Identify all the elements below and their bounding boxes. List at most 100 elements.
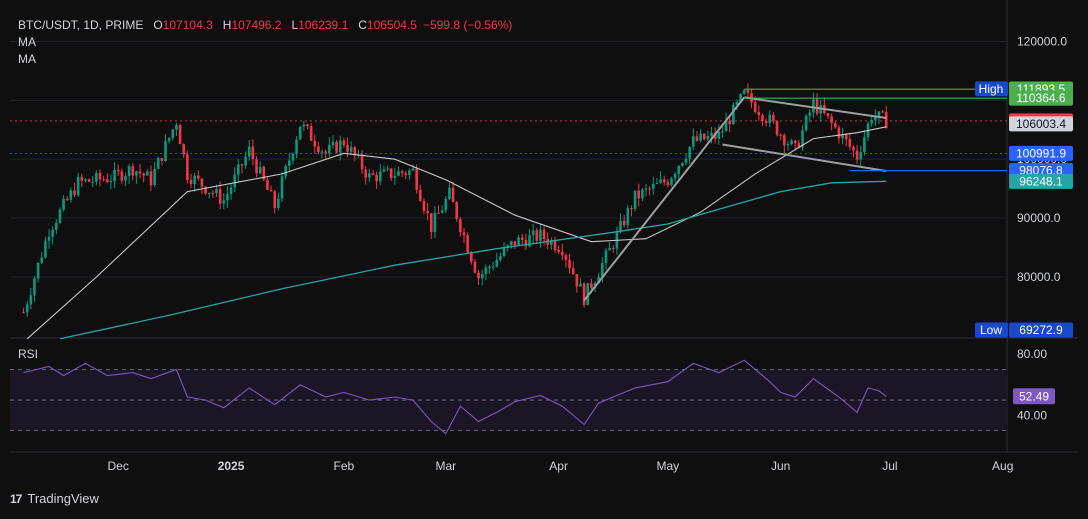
candle-body <box>830 116 833 124</box>
candle-body <box>455 202 459 220</box>
candle-body <box>728 120 732 125</box>
candle-body <box>109 180 113 183</box>
y-tick-label: 120000.0 <box>1017 34 1067 48</box>
candle-body <box>313 140 317 147</box>
candle-body <box>531 230 535 236</box>
close-label: C <box>358 18 367 32</box>
candle-body <box>604 250 608 263</box>
candle-body <box>105 179 109 183</box>
candle-body <box>295 139 298 154</box>
candle-body <box>695 136 699 141</box>
candle-body <box>426 210 429 214</box>
candle-body <box>480 274 484 279</box>
candle-body <box>156 157 160 169</box>
candle-body <box>51 229 54 237</box>
high-label: H <box>222 18 232 32</box>
candle-body <box>488 266 491 268</box>
candle-body <box>651 183 655 189</box>
candle-body <box>135 171 138 176</box>
rsi-tick-label: 80.00 <box>1017 347 1047 361</box>
candle-body <box>84 179 87 181</box>
candle-body <box>87 179 91 182</box>
tradingview-brand[interactable]: 17 TradingView <box>10 491 99 506</box>
candle-body <box>58 209 62 223</box>
candle-body <box>171 129 175 138</box>
candle-body <box>273 191 277 209</box>
candle-body <box>408 170 411 175</box>
candle-body <box>721 131 724 133</box>
candle-body <box>626 208 630 226</box>
tradingview-brand-text: TradingView <box>27 491 99 506</box>
candle-body <box>76 176 80 196</box>
rsi-line <box>23 359 887 435</box>
candle-body <box>146 171 149 176</box>
candle-body <box>790 140 793 145</box>
candle-body <box>673 173 677 179</box>
candle-body <box>517 237 520 245</box>
rsi-value-tag: 52.49 <box>1019 389 1049 403</box>
candle-body <box>324 151 327 154</box>
candle-body <box>717 131 721 139</box>
candle-body <box>349 147 353 152</box>
candle-body <box>662 179 666 183</box>
candle-body <box>797 143 801 148</box>
price-tag-bg <box>1009 322 1073 338</box>
x-tick-label: Feb <box>334 459 355 473</box>
candle-body <box>338 140 342 153</box>
candle-body <box>389 168 393 178</box>
candle-body <box>688 146 691 159</box>
candle-body <box>182 144 186 155</box>
candle-body <box>768 114 772 123</box>
candle-body <box>211 192 215 194</box>
chart-legend: BTC/USDT, 1D, PRIME O107104.3 H107496.2 … <box>18 17 512 68</box>
candle-body <box>153 168 156 186</box>
candle-body <box>575 274 579 287</box>
candle-body <box>120 171 124 181</box>
ma-indicator-label-2[interactable]: MA <box>18 52 36 66</box>
candle-body <box>397 171 400 176</box>
candle-body <box>528 235 531 247</box>
candle-body <box>196 175 200 179</box>
candle-body <box>564 255 568 260</box>
candle-body <box>317 146 320 153</box>
candle-body <box>775 121 779 136</box>
candle-body <box>692 136 695 147</box>
candle-body <box>764 120 768 123</box>
candle-body <box>40 257 44 263</box>
rsi-label[interactable]: RSI <box>18 347 39 361</box>
ma-indicator-label[interactable]: MA <box>18 35 36 49</box>
candle-body <box>520 237 524 241</box>
candle-body <box>608 247 611 251</box>
candle-body <box>167 137 171 142</box>
candle-body <box>735 101 739 105</box>
candle-body <box>287 160 291 166</box>
price-tag-bg <box>1009 173 1073 189</box>
symbol-label[interactable]: BTC/USDT, 1D, PRIME <box>18 18 144 32</box>
candle-body <box>451 187 455 203</box>
change-value: −599.8 (−0.56%) <box>422 18 513 32</box>
candle-body <box>844 134 848 140</box>
candle-body <box>124 175 127 181</box>
candle-body <box>550 240 553 245</box>
candle-body <box>360 154 364 170</box>
price-tag-label: High <box>979 82 1004 96</box>
candle-body <box>404 173 408 175</box>
candle-body <box>65 198 69 200</box>
candle-body <box>684 158 688 163</box>
candle-body <box>62 198 65 210</box>
candle-body <box>586 283 590 305</box>
candle-body <box>29 295 33 305</box>
candle-body <box>218 188 222 204</box>
candle-body <box>98 172 102 180</box>
rsi-tick-label: 40.00 <box>1017 408 1047 422</box>
candle-body <box>622 220 626 226</box>
candle-body <box>306 124 309 127</box>
candle-body <box>681 162 684 166</box>
candle-body <box>138 171 142 174</box>
price-tag: 69272.9 <box>1019 323 1063 337</box>
candle-body <box>779 135 782 137</box>
candle-body <box>237 164 240 175</box>
candle-body <box>229 187 233 194</box>
